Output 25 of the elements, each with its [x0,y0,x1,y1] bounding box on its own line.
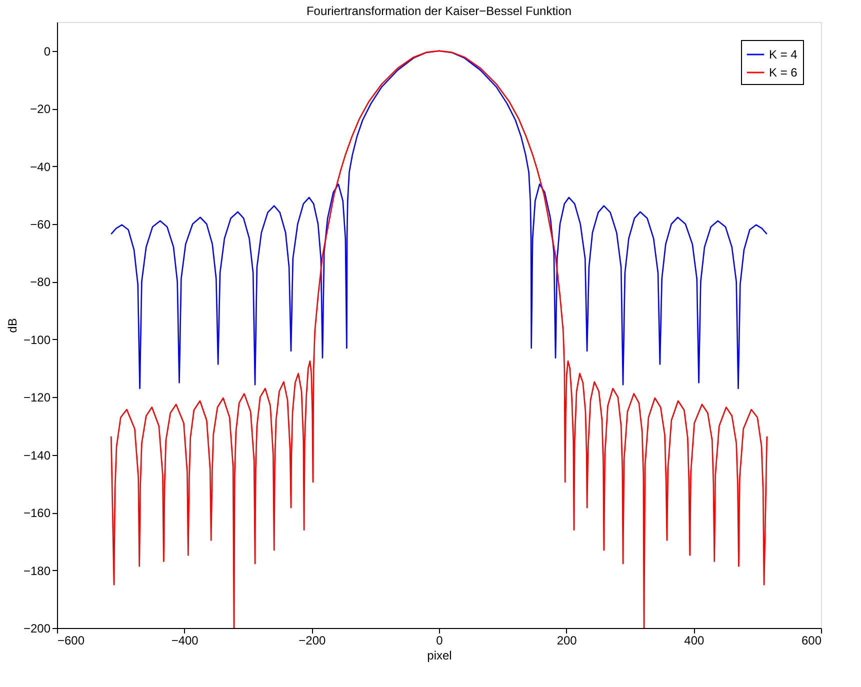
x-axis-title: pixel [427,648,452,662]
y-axis-title: dB [5,318,20,333]
y-tick-label: −180 [23,564,51,578]
legend-label: K = 6 [769,66,798,80]
y-tick-label: −200 [23,622,51,636]
y-tick-label: −100 [23,332,51,347]
legend-label: K = 4 [769,48,798,62]
y-tick-label: 0 [44,44,51,58]
x-tick-label: 0 [436,634,444,648]
y-tick-label: −60 [30,218,51,232]
y-tick-label: −20 [30,102,51,116]
chart-title: Fouriertransformation der Kaiser−Bessel Funktion [306,4,572,18]
x-tick-label: −200 [298,634,326,648]
x-tick-label: 400 [684,634,704,648]
line-series [110,50,768,628]
x-tick-label: −400 [171,634,199,648]
y-tick-label: −160 [23,506,51,520]
y-tick-label: −80 [30,275,51,290]
y-tick-label: −140 [23,448,51,462]
x-tick-label: −600 [58,634,85,648]
line-series [110,50,768,390]
x-tick-label: 200 [556,634,578,648]
y-tick-label: −120 [23,390,51,405]
y-tick-label: −40 [30,160,51,174]
x-tick-label: 600 [801,634,822,648]
